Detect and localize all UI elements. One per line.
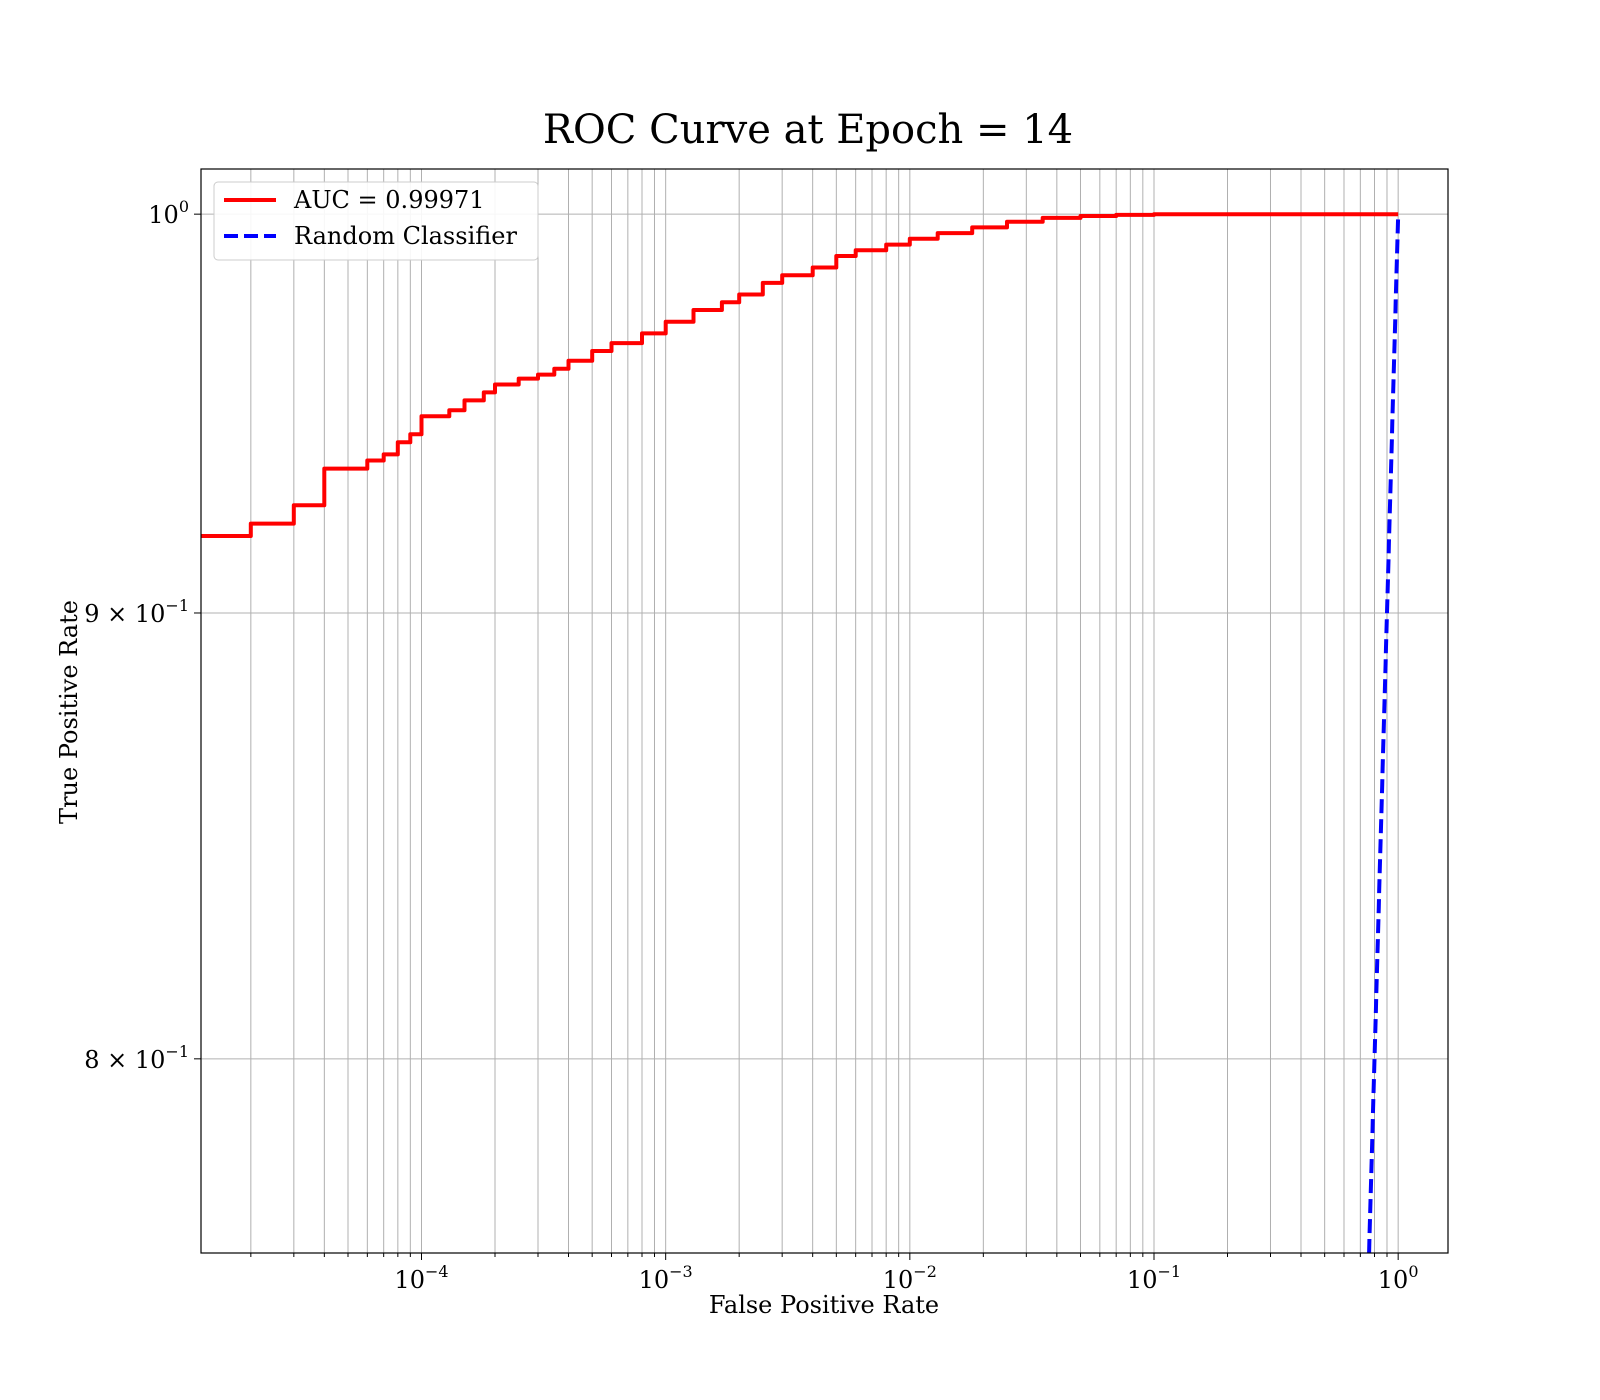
x-tick-label: 10−1 [1127,1262,1181,1294]
series-layer [201,212,1401,1253]
y-tick-label: 9 × 10−1 [84,596,189,628]
roc-curve-line [201,212,1399,538]
x-tick-label: 10−2 [883,1262,937,1294]
legend: AUC = 0.99971 Random Classifier [213,181,539,261]
legend-label-random: Random Classifier [294,222,517,250]
x-axis-label: False Positive Rate [709,1291,939,1319]
legend-box [213,181,539,261]
x-tick-label: 10−4 [394,1262,448,1294]
plot-frame [200,168,1449,1254]
y-tick-label: 8 × 10−1 [84,1042,189,1074]
y-axis-label: True Positive Rate [55,600,83,824]
axis-ticks: 10−4 10−3 10−2 10−1 100 100 9 × 10−1 8 × 10−1 [84,197,1418,1294]
chart-title: ROC Curve at Epoch = 14 [543,107,1073,153]
x-tick-label: 10−3 [639,1262,693,1294]
legend-label-auc: AUC = 0.99971 [293,186,485,214]
grid-lines [201,169,1448,1253]
random-classifier-line [1367,214,1401,1253]
x-tick-label: 100 [1378,1262,1419,1294]
y-tick-label: 100 [148,197,189,229]
